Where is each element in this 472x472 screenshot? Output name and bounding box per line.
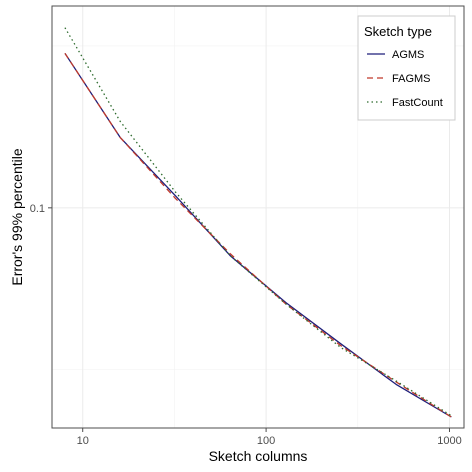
- legend-label-fastcount: FastCount: [392, 97, 443, 109]
- legend-title: Sketch type: [364, 24, 432, 39]
- y-tick-label: 0.1: [30, 203, 45, 215]
- x-tick-label: 100: [257, 435, 275, 447]
- series-line-fagms: [64, 52, 452, 418]
- y-axis-label: Error's 99% percentile: [9, 148, 25, 286]
- panel-border: [51, 5, 465, 429]
- legend: Sketch type AGMS FAGMS FastCount: [357, 15, 456, 121]
- x-axis: 10 100 1000: [77, 428, 462, 447]
- x-axis-label: Sketch columns: [209, 448, 308, 464]
- y-axis: 0.1: [30, 203, 52, 215]
- legend-label-agms: AGMS: [392, 49, 424, 61]
- grid: [52, 6, 464, 428]
- legend-label-fagms: FAGMS: [392, 73, 431, 85]
- legend-items: AGMS FAGMS FastCount: [367, 49, 443, 109]
- legend-box: [357, 15, 456, 121]
- x-tick-label: 10: [77, 435, 89, 447]
- series-lines: [64, 27, 452, 418]
- x-tick-label: 1000: [437, 435, 461, 447]
